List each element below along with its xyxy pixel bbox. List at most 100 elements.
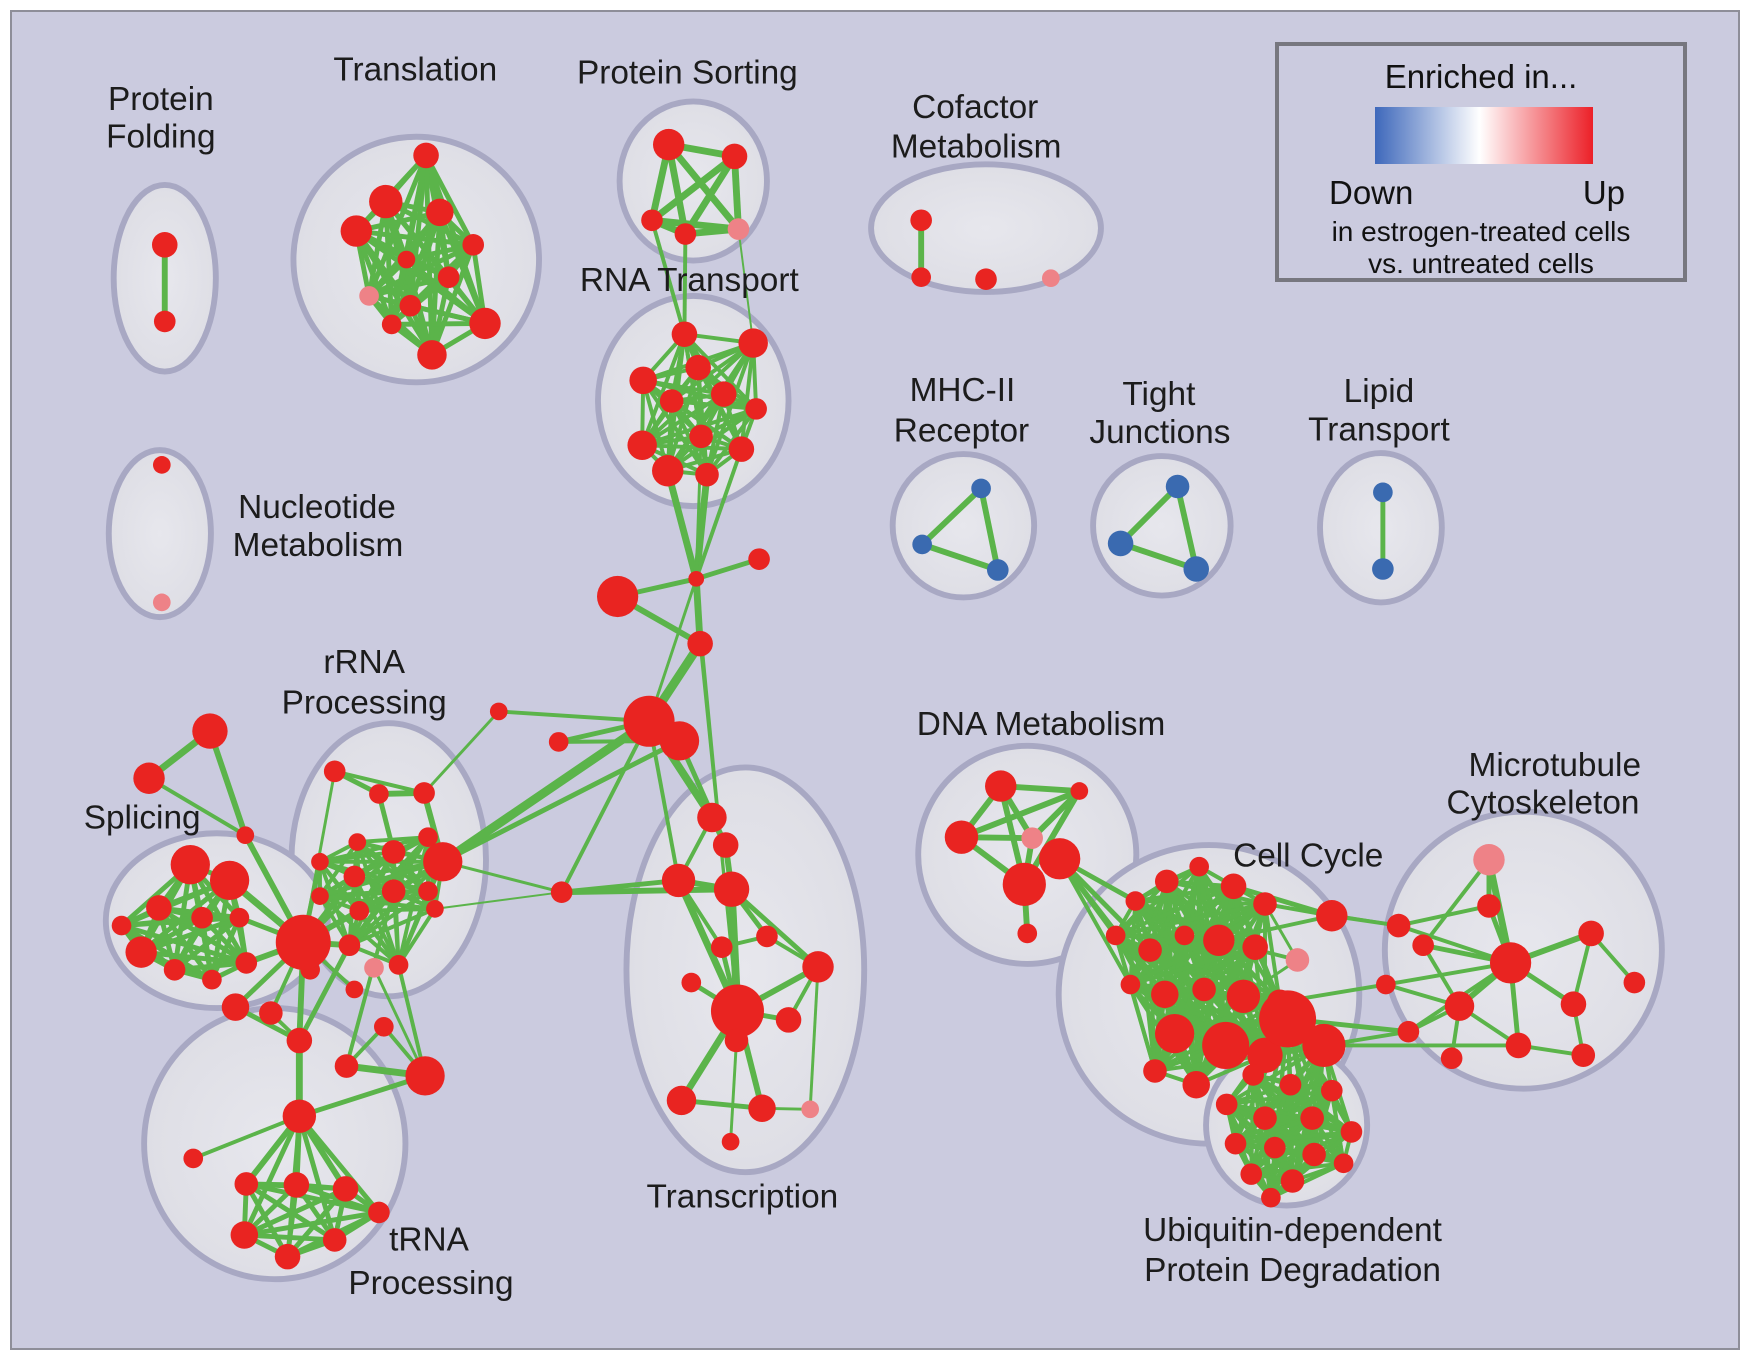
network-node [710,381,737,407]
network-node [1320,1079,1343,1102]
network-edge [344,890,396,1067]
network-node [388,955,409,975]
network-node [340,215,373,247]
network-node [423,842,463,882]
network-node [221,993,250,1021]
network-node [1017,923,1038,944]
network-edge [737,228,755,344]
network-node [364,958,384,978]
network-edge [1119,540,1198,572]
network-node [437,266,460,289]
network-node [234,1172,259,1196]
network-node [323,760,346,783]
cluster-label-protein-folding: Protein [108,81,214,118]
network-node [397,250,416,269]
network-node [311,887,329,905]
network-node [695,462,719,487]
network-edge [243,1210,380,1238]
network-node [374,1016,394,1037]
network-node [1259,990,1317,1048]
network-node [1215,1093,1238,1116]
network-edge [209,916,242,981]
network-node [209,860,250,901]
network-node [975,268,997,291]
network-node [1242,934,1268,960]
cluster-label-cell-cycle: Cell Cycle [1233,838,1383,875]
legend-title: Enriched in... [1384,58,1578,95]
network-node [322,1228,347,1252]
network-node [1203,924,1235,957]
network-node [1477,894,1501,918]
network-node [1154,869,1179,894]
cluster-label-tight-junctions: Junctions [1089,414,1230,451]
network-node [1489,942,1532,984]
network-node [1242,1064,1265,1086]
network-node [944,820,979,854]
network-node [369,784,389,804]
cluster-ellipse-cofactor-metabolism [868,161,1104,295]
network-edge [405,242,474,262]
network-node [125,936,157,968]
network-node [1623,971,1646,994]
network-edge [396,907,437,966]
network-node [1386,913,1411,938]
cluster-label-tight-junctions: Tight [1122,376,1196,413]
network-edge [920,486,984,547]
cluster-label-lipid-transport: Transport [1308,411,1450,448]
network-node [721,143,748,170]
network-edge [671,399,757,411]
network-node [688,570,705,587]
network-edge [243,1186,347,1238]
network-edge [561,886,732,896]
network-node [338,934,361,957]
network-node [1107,530,1134,557]
network-node [343,865,366,888]
network-node [674,223,697,245]
network-node [111,915,132,936]
network-node [202,969,222,990]
cluster-label-mhc-ii-receptor: MHC-II [910,372,1016,409]
network-node [1253,1106,1277,1130]
network-edge [1174,485,1200,570]
cluster-label-nucleotide-metabolism: Metabolism [233,527,404,564]
network-node [697,802,727,833]
network-node [1280,1169,1305,1193]
network-edge [423,154,476,246]
network-node [462,234,485,256]
cluster-label-ubiquitin-degradation: Ubiquitin-dependent [1143,1212,1442,1249]
network-node [1285,948,1310,972]
network-node [659,389,684,413]
network-node [418,827,438,847]
network-node [334,1054,359,1078]
network-node [349,901,370,921]
network-node [685,354,711,381]
network-node [1192,977,1216,1002]
network-node [666,1085,697,1116]
network-node [283,1172,310,1198]
network-node [229,907,250,928]
network-node [1105,925,1126,946]
network-edge [348,889,430,947]
network-node [311,852,329,871]
network-edge [729,887,820,969]
network-node [1571,1043,1596,1068]
network-node [721,1132,740,1151]
network-node [1264,1136,1286,1159]
network-node [1372,558,1394,580]
network-node [641,209,663,232]
cluster-label-trna-processing: tRNA [389,1222,469,1259]
network-node [910,209,932,232]
network-edge [729,1040,738,1142]
network-node [671,321,698,347]
network-edge [120,923,247,966]
network-edge [354,229,435,357]
cluster-label-microtubule-cytoskeleton: Microtubule [1469,747,1642,784]
network-node [689,424,713,449]
network-edge [1226,1088,1333,1107]
network-edge [297,1114,381,1214]
network-node [368,1201,390,1224]
network-edge [1251,1161,1344,1177]
network-node [1151,980,1179,1009]
network-node [775,1007,802,1033]
